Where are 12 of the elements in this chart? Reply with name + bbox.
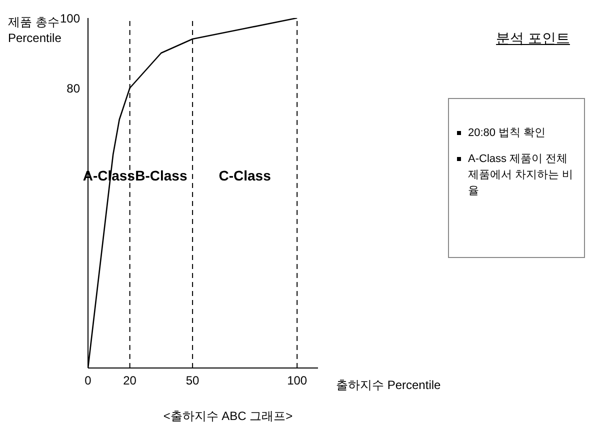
x-tick-label: 50: [186, 374, 200, 388]
text: 분석 포인트: [495, 30, 571, 48]
annotation: B-Class: [135, 167, 188, 184]
x-axis-title: 출하지수 Percentile: [336, 377, 441, 394]
x-tick-label: 20: [123, 374, 137, 388]
x-tick-label: 100: [287, 374, 308, 388]
x-tick-label: 0: [84, 374, 92, 388]
text: <출하지수 ABC 그래프>: [162, 408, 294, 425]
y-tick-label: 80: [66, 81, 80, 96]
y-axis-title: 제품 총수 Percentile: [8, 15, 62, 46]
note-box: 20:80 법칙 확인 A-Class 제품이 전체 제품에서 차지하는 비율: [448, 98, 585, 258]
annotation: C-Class: [218, 167, 272, 184]
